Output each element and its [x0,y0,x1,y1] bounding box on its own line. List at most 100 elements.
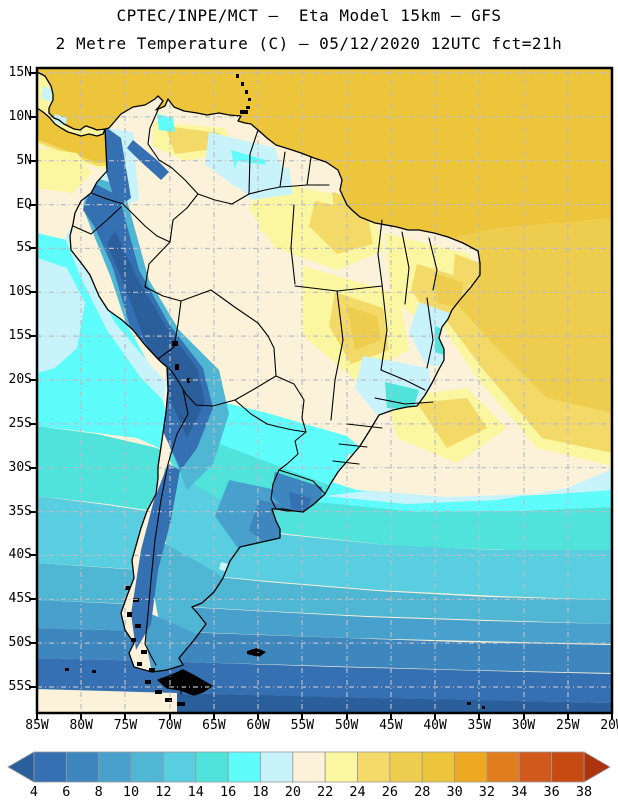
colorbar-segment [163,751,197,783]
x-axis-tick [168,713,171,719]
state-borders [290,204,438,465]
x-axis-label: 30W [511,718,536,733]
colorbar-tick-label: 14 [188,784,204,799]
colorbar-segment [98,751,132,783]
colorbar-segment [324,751,358,783]
colorbar-tick-label: 32 [479,784,495,799]
colorbar-segment [195,751,229,783]
x-axis-label: 50W [334,718,359,733]
x-axis-tick [80,713,83,719]
y-axis-tick [29,642,37,645]
y-axis-label: 35S [8,503,32,519]
tierra-del-fuego [158,670,212,695]
y-axis-label: 50S [8,635,32,651]
y-axis-label: 30S [8,459,32,475]
colorbar-segment [33,751,67,783]
y-axis-tick [29,291,37,294]
x-axis-label: 45W [379,718,403,733]
x-axis-label: 40W [423,718,447,733]
colorbar-segment [486,751,520,783]
colorbar-tick-label: 36 [544,784,560,799]
y-axis-tick [29,335,37,338]
colorbar-segment [551,751,585,783]
colorbar-arrow-right [583,751,611,783]
colorbar-tick-label: 34 [511,784,527,799]
map-frame [35,66,614,715]
x-axis-tick [478,713,481,719]
y-axis-label: EQ [16,196,32,212]
y-axis-tick [29,247,37,250]
x-axis-tick [212,713,215,719]
y-axis-label: 45S [8,591,32,607]
y-axis-tick [29,466,37,469]
x-axis-tick [434,713,437,719]
x-axis-label: 35W [467,718,492,733]
colorbar-segment [227,751,261,783]
colorbar-tick-label: 18 [252,784,268,799]
x-axis-label: 75W [113,718,138,733]
colorbar-segment [292,751,326,783]
colorbar-tick-label: 4 [30,784,38,799]
y-axis-tick [29,72,37,74]
x-axis-label: 80W [69,718,93,733]
x-axis-tick [522,713,525,719]
x-axis-tick [611,713,613,719]
y-axis-label: 25S [8,415,32,431]
x-axis-label: 85W [25,718,49,733]
y-axis-tick [29,554,37,557]
y-axis-label: 20S [8,371,32,387]
colorbar-segment [454,751,488,783]
y-axis-label: 5N [16,152,32,168]
temperature-map-canvas [35,66,614,715]
colorbar-tick-label: 12 [155,784,171,799]
y-axis-label: 10N [8,108,32,124]
y-axis-tick [29,510,37,513]
y-axis-tick [29,598,37,601]
colorbar-tick-label: 38 [576,784,592,799]
x-axis-label: 55W [290,718,315,733]
x-axis-tick [301,713,304,719]
x-axis-tick [345,713,348,719]
x-axis-label: 70W [157,718,182,733]
colorbar-segment [357,751,391,783]
colorbar-segment [260,751,294,783]
x-axis-label: 60W [246,718,270,733]
y-axis-tick [29,115,37,118]
colorbar-tick-label: 28 [414,784,430,799]
x-axis-tick [389,713,392,719]
colorbar-tick-label: 16 [220,784,236,799]
y-axis-tick [29,203,37,206]
y-axis-label: 55S [8,678,32,694]
x-axis-tick [566,713,569,719]
colorbar-tick-label: 22 [317,784,333,799]
x-axis-tick [124,713,127,719]
colorbar-tick-label: 20 [285,784,301,799]
colorbar-segment [389,751,423,783]
y-axis-tick [29,159,37,162]
y-axis-tick [29,422,37,425]
colorbar-segment [65,751,100,783]
colorbar-segment [518,751,553,783]
x-axis-label: 20W [600,718,618,733]
y-axis-label: 40S [8,547,32,563]
colorbar-segment [130,751,164,783]
colorbar-segment [421,751,455,783]
colorbar: 4 6 8 10 12 14 16 18 20 22 24 26 28 30 32 34 36 38 [7,751,611,799]
x-axis-label: 65W [202,718,226,733]
y-axis-tick [29,685,37,688]
y-axis-label: 15S [8,328,32,344]
colorbar-arrow-left [7,751,35,783]
y-axis-label: 10S [8,284,32,300]
x-axis-label: 25W [556,718,580,733]
colorbar-tick-label: 8 [95,784,103,799]
y-axis-label: 15N [8,65,32,80]
map-subtitle: 2 Metre Temperature (C) – 05/12/2020 12U… [55,34,563,53]
colorbar-tick-label: 30 [446,784,462,799]
colorbar-tick-label: 6 [62,784,70,799]
x-axis-tick [257,713,260,719]
colorbar-tick-label: 24 [349,784,365,799]
y-axis-tick [29,378,37,381]
country-borders [72,109,330,695]
coastlines [37,71,481,696]
